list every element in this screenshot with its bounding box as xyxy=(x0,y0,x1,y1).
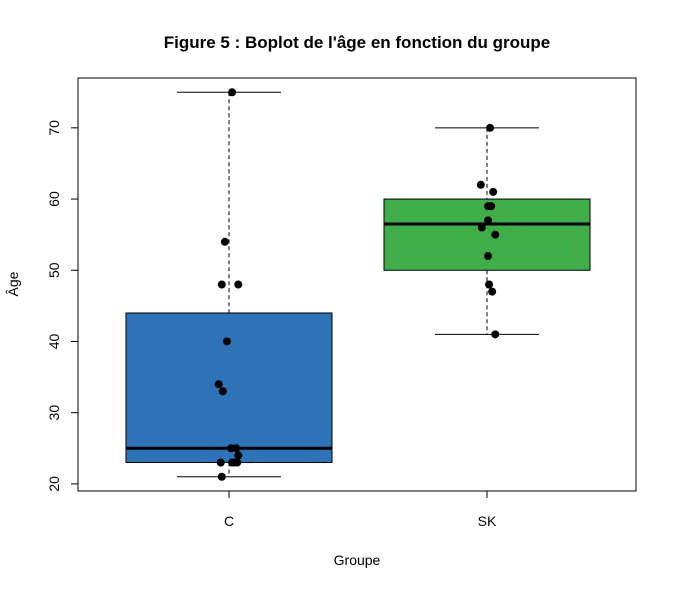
y-tick-label: 30 xyxy=(46,405,62,421)
data-point-sk xyxy=(484,216,493,225)
data-point-c xyxy=(217,280,226,289)
data-point-sk xyxy=(476,180,485,189)
data-point-c xyxy=(234,451,243,460)
y-axis-label: Âge xyxy=(5,271,21,296)
y-axis: 20 30 40 50 60 70 xyxy=(46,120,79,492)
data-point-c xyxy=(216,458,225,467)
data-point-c xyxy=(217,472,226,481)
data-point-sk xyxy=(489,187,498,196)
data-point-c xyxy=(222,337,231,346)
data-point-sk xyxy=(491,230,500,239)
y-tick-label: 60 xyxy=(46,191,62,207)
data-point-sk xyxy=(484,252,493,261)
chart-title: Figure 5 : Boplot de l'âge en fonction d… xyxy=(164,33,551,52)
data-point-sk xyxy=(488,287,497,296)
y-tick-label: 40 xyxy=(46,333,62,349)
x-tick-label: C xyxy=(224,513,234,529)
data-point-sk xyxy=(486,123,495,132)
data-point-c xyxy=(214,380,223,389)
data-point-c xyxy=(230,458,239,467)
data-point-c xyxy=(232,444,241,453)
box-sk xyxy=(383,127,591,335)
data-point-sk xyxy=(491,330,500,339)
data-point-c xyxy=(218,387,227,396)
data-point-sk xyxy=(477,223,486,232)
data-point-sk xyxy=(487,202,496,211)
box-c xyxy=(125,91,333,478)
x-axis: C SK xyxy=(224,490,497,529)
data-point-c xyxy=(220,237,229,246)
box-body-sk xyxy=(383,198,591,271)
y-tick-label: 70 xyxy=(46,120,62,136)
y-tick-label: 50 xyxy=(46,262,62,278)
x-axis-label: Groupe xyxy=(334,552,381,568)
x-tick-label: SK xyxy=(478,513,497,529)
y-tick-label: 20 xyxy=(46,476,62,492)
box-body-c xyxy=(125,312,333,464)
data-point-sk xyxy=(485,280,494,289)
data-point-c xyxy=(228,88,237,97)
data-point-c xyxy=(234,280,243,289)
